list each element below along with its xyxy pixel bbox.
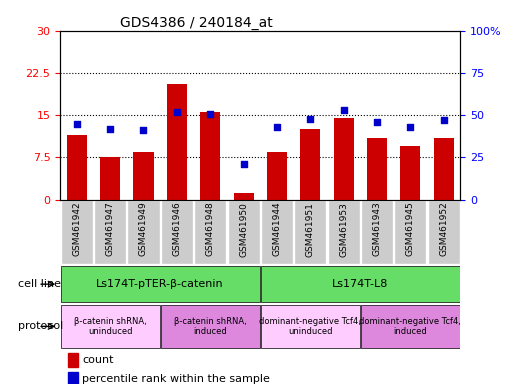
Text: GSM461943: GSM461943	[372, 202, 381, 257]
Point	[73, 121, 81, 127]
FancyBboxPatch shape	[228, 200, 259, 264]
Point	[173, 109, 181, 115]
Text: β-catenin shRNA,
uninduced: β-catenin shRNA, uninduced	[74, 317, 146, 336]
Text: GSM461942: GSM461942	[72, 202, 81, 256]
Text: cell line: cell line	[18, 279, 61, 289]
Point	[139, 127, 147, 134]
Bar	[68, 353, 78, 367]
FancyBboxPatch shape	[94, 200, 126, 264]
Bar	[68, 372, 78, 384]
FancyBboxPatch shape	[128, 200, 160, 264]
Text: GSM461952: GSM461952	[439, 202, 448, 257]
Text: GSM461953: GSM461953	[339, 202, 348, 257]
FancyBboxPatch shape	[394, 200, 426, 264]
Text: Ls174T-pTER-β-catenin: Ls174T-pTER-β-catenin	[96, 279, 224, 289]
FancyBboxPatch shape	[261, 305, 359, 348]
Text: dominant-negative Tcf4,
uninduced: dominant-negative Tcf4, uninduced	[259, 317, 361, 336]
FancyBboxPatch shape	[61, 305, 160, 348]
FancyBboxPatch shape	[261, 266, 460, 302]
Text: GSM461946: GSM461946	[173, 202, 181, 257]
Bar	[233, 193, 254, 200]
Point	[406, 124, 414, 130]
Point	[306, 116, 314, 122]
FancyBboxPatch shape	[294, 200, 326, 264]
Point	[339, 107, 348, 113]
Bar	[200, 113, 220, 200]
Text: percentile rank within the sample: percentile rank within the sample	[82, 374, 270, 384]
Bar	[167, 84, 187, 200]
FancyBboxPatch shape	[161, 200, 193, 264]
Text: GSM461949: GSM461949	[139, 202, 148, 257]
Bar	[400, 146, 420, 200]
Text: dominant-negative Tcf4,
induced: dominant-negative Tcf4, induced	[359, 317, 461, 336]
FancyBboxPatch shape	[261, 200, 293, 264]
FancyBboxPatch shape	[361, 200, 393, 264]
Bar	[367, 138, 387, 200]
Bar	[100, 157, 120, 200]
FancyBboxPatch shape	[61, 266, 259, 302]
Text: β-catenin shRNA,
induced: β-catenin shRNA, induced	[174, 317, 246, 336]
Bar	[434, 138, 453, 200]
Text: protocol: protocol	[18, 321, 63, 331]
Text: GSM461948: GSM461948	[206, 202, 214, 257]
Bar	[267, 152, 287, 200]
Text: GDS4386 / 240184_at: GDS4386 / 240184_at	[120, 16, 273, 30]
Text: GSM461947: GSM461947	[106, 202, 115, 257]
Text: count: count	[82, 355, 113, 365]
FancyBboxPatch shape	[361, 305, 460, 348]
Bar	[67, 135, 87, 200]
Point	[106, 126, 115, 132]
Text: GSM461951: GSM461951	[306, 202, 315, 257]
Point	[206, 111, 214, 117]
FancyBboxPatch shape	[161, 305, 259, 348]
Point	[439, 117, 448, 123]
Point	[272, 124, 281, 130]
FancyBboxPatch shape	[327, 200, 359, 264]
Bar	[300, 129, 320, 200]
FancyBboxPatch shape	[428, 200, 460, 264]
Text: GSM461945: GSM461945	[406, 202, 415, 257]
Text: GSM461944: GSM461944	[272, 202, 281, 256]
Bar	[133, 152, 154, 200]
Point	[240, 161, 248, 167]
Bar	[334, 118, 354, 200]
Text: GSM461950: GSM461950	[239, 202, 248, 257]
Text: Ls174T-L8: Ls174T-L8	[332, 279, 389, 289]
Point	[373, 119, 381, 125]
FancyBboxPatch shape	[194, 200, 226, 264]
FancyBboxPatch shape	[61, 200, 93, 264]
